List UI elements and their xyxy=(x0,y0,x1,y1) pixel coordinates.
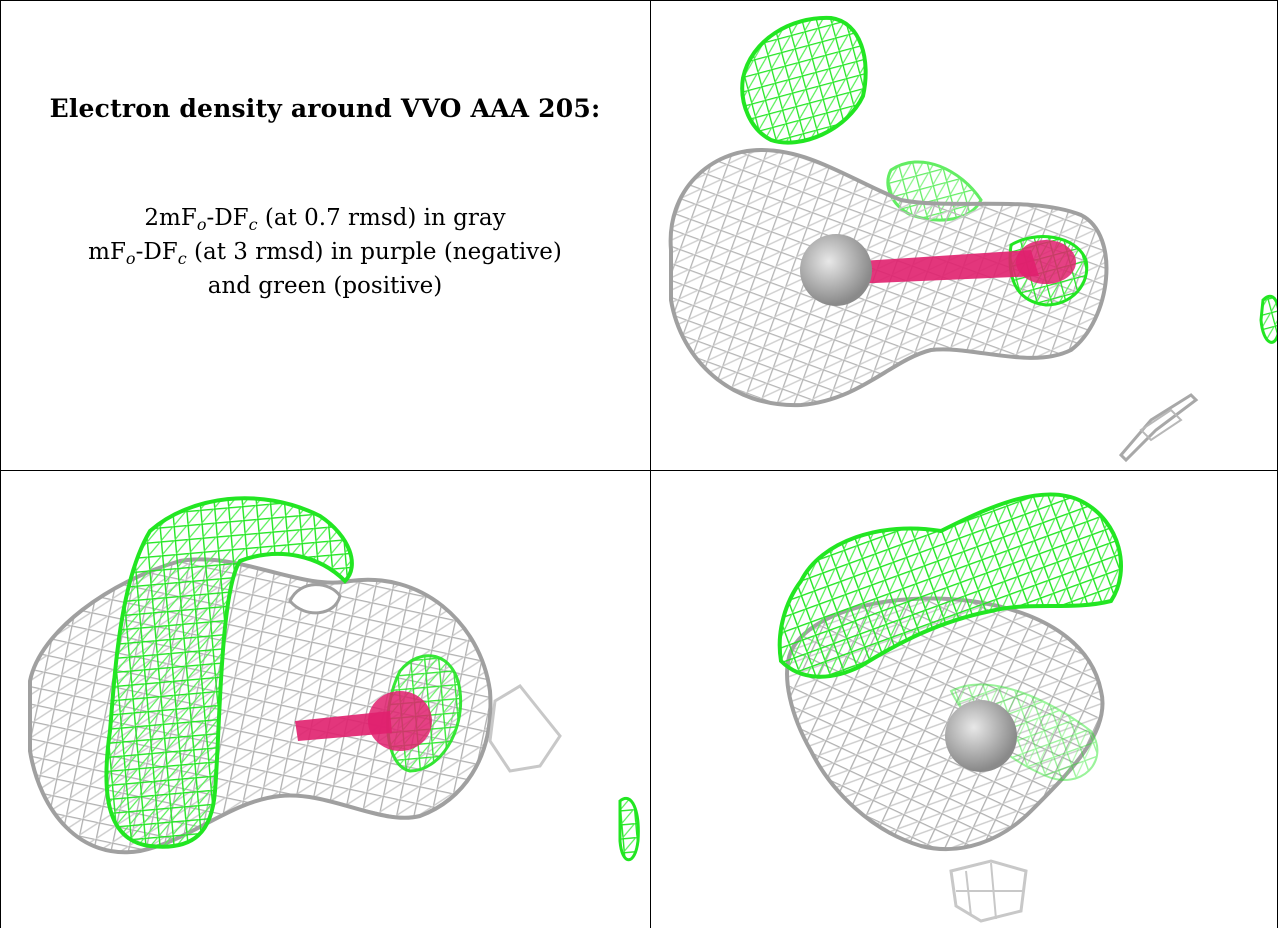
figure-title: Electron density around VVO AAA 205: xyxy=(49,94,601,123)
density-hole xyxy=(288,583,342,615)
table-border-left xyxy=(0,0,1,928)
2fofc-density-fragment-b xyxy=(1139,408,1183,442)
2fofc-density-fragment-grid xyxy=(956,862,1023,920)
table-rule-center xyxy=(650,0,651,928)
density-render-2 xyxy=(28,496,640,862)
legend-line-positive: and green (positive) xyxy=(207,273,443,299)
negative-density-lobe xyxy=(368,691,432,751)
negative-density-bond xyxy=(846,250,1039,284)
positive-density-arch xyxy=(104,496,354,849)
positive-density-fragment xyxy=(618,797,640,862)
2fofc-density-fragment xyxy=(488,684,562,773)
density-render-3 xyxy=(777,492,1123,923)
legend-line-2fofc: 2mFo-DFc (at 0.7 rmsd) in gray xyxy=(144,205,506,234)
vanadium-atom-sphere xyxy=(800,234,872,306)
negative-density-lobe xyxy=(1016,240,1076,284)
vanadium-atom-sphere xyxy=(945,700,1017,772)
legend-text: 2mFo-DFc (at 0.7 rmsd) in gray mFo-DFc (… xyxy=(0,201,650,303)
positive-density-lobe xyxy=(740,15,868,145)
2fofc-density-fragment xyxy=(949,859,1028,923)
positive-density-fragment xyxy=(1259,294,1278,344)
table-border-top xyxy=(0,0,1278,1)
density-render-1 xyxy=(668,15,1278,463)
render-panel-top-right xyxy=(651,0,1278,470)
render-panel-bottom-right xyxy=(651,471,1278,928)
table-rule-middle xyxy=(0,470,1278,471)
2fofc-density-fragment xyxy=(1118,393,1199,463)
caption-cell: Electron density around VVO AAA 205: 2mF… xyxy=(0,0,650,470)
negative-density-bond xyxy=(295,711,392,741)
positive-density-cap xyxy=(777,492,1123,679)
render-panel-bottom-left xyxy=(0,471,650,928)
legend-line-fofc: mFo-DFc (at 3 rmsd) in purple (negative) xyxy=(88,239,562,268)
